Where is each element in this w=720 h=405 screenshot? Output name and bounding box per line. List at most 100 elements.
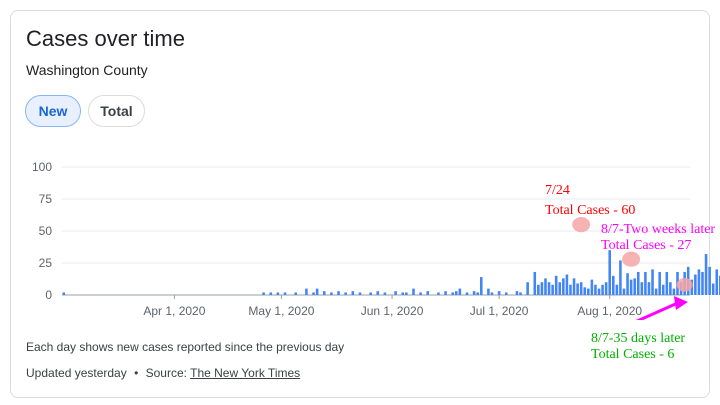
bar[interactable]	[497, 291, 501, 295]
bar[interactable]	[569, 284, 572, 295]
bar[interactable]	[444, 291, 447, 295]
bar[interactable]	[636, 271, 640, 295]
bar[interactable]	[412, 288, 415, 295]
bar[interactable]	[654, 288, 658, 295]
bar[interactable]	[565, 274, 569, 295]
bar[interactable]	[658, 271, 661, 295]
bar[interactable]	[651, 269, 654, 295]
bar[interactable]	[344, 292, 347, 295]
bar[interactable]	[629, 279, 633, 295]
bar[interactable]	[394, 291, 397, 295]
bar[interactable]	[615, 284, 619, 295]
bar[interactable]	[276, 292, 280, 295]
bar[interactable]	[572, 278, 576, 295]
bar[interactable]	[558, 282, 562, 295]
bar[interactable]	[711, 283, 715, 295]
bar[interactable]	[554, 275, 558, 295]
bar[interactable]	[405, 292, 408, 295]
bar[interactable]	[633, 278, 636, 295]
chart-card	[10, 10, 710, 398]
bar[interactable]	[544, 278, 547, 295]
bar[interactable]	[612, 275, 615, 295]
bar[interactable]	[358, 292, 362, 295]
bar[interactable]	[262, 292, 265, 295]
bar[interactable]	[661, 284, 665, 295]
tab-new[interactable]: New	[25, 95, 81, 127]
bar[interactable]	[562, 278, 565, 295]
bar[interactable]	[479, 277, 483, 295]
bar[interactable]	[455, 291, 458, 295]
source-link[interactable]: The New York Times	[190, 366, 301, 380]
bar[interactable]	[472, 291, 476, 295]
bar[interactable]	[337, 291, 340, 295]
bar[interactable]	[537, 284, 540, 295]
bar[interactable]	[619, 260, 622, 295]
bar[interactable]	[315, 288, 319, 295]
bar[interactable]	[451, 292, 454, 295]
bar[interactable]	[487, 288, 490, 295]
bar[interactable]	[490, 292, 494, 295]
bar[interactable]	[597, 288, 601, 295]
bar[interactable]	[694, 274, 697, 295]
bar[interactable]	[644, 271, 647, 295]
bar[interactable]	[708, 266, 711, 295]
bar[interactable]	[604, 282, 608, 295]
bar[interactable]	[376, 291, 380, 295]
bar[interactable]	[576, 283, 579, 295]
bar[interactable]	[458, 288, 462, 295]
bars	[62, 250, 720, 295]
bar[interactable]	[476, 292, 479, 295]
bar[interactable]	[704, 254, 708, 295]
bar[interactable]	[672, 288, 676, 295]
bar[interactable]	[647, 282, 651, 295]
bar[interactable]	[626, 273, 629, 295]
bar[interactable]	[701, 271, 704, 295]
bar[interactable]	[665, 271, 669, 295]
bar[interactable]	[669, 282, 672, 295]
x-tick-label: May 1, 2020	[248, 304, 314, 318]
bar[interactable]	[590, 279, 594, 295]
bar[interactable]	[322, 291, 326, 295]
bar[interactable]	[579, 282, 583, 295]
bar[interactable]	[583, 287, 587, 295]
bar[interactable]	[369, 292, 372, 295]
bar[interactable]	[715, 269, 719, 295]
bar[interactable]	[401, 292, 405, 295]
highlight-late	[676, 277, 693, 292]
bar[interactable]	[465, 292, 469, 295]
bar[interactable]	[419, 292, 422, 295]
annotation-jul24: 7/24 Total Cases - 60	[545, 183, 635, 219]
bar[interactable]	[62, 292, 66, 295]
bar[interactable]	[437, 292, 440, 295]
bar[interactable]	[504, 292, 508, 295]
bar[interactable]	[294, 292, 297, 295]
y-tick-label: 0	[45, 288, 52, 302]
bar[interactable]	[622, 288, 626, 295]
annotation-35-days-line1: 8/7-35 days later	[591, 331, 686, 346]
bar[interactable]	[383, 292, 387, 295]
bar[interactable]	[526, 282, 529, 295]
bar[interactable]	[594, 284, 597, 295]
bar[interactable]	[547, 282, 551, 295]
bar[interactable]	[426, 291, 430, 295]
bar[interactable]	[269, 292, 273, 295]
bar[interactable]	[551, 284, 554, 295]
bar[interactable]	[330, 292, 333, 295]
bar[interactable]	[640, 282, 644, 295]
y-tick-label: 100	[32, 160, 52, 174]
bar[interactable]	[312, 292, 315, 295]
card-title: Cases over time	[26, 26, 185, 51]
x-tick-label: Apr 1, 2020	[143, 304, 205, 318]
bar[interactable]	[697, 269, 701, 295]
bar[interactable]	[587, 288, 590, 295]
bar[interactable]	[540, 282, 544, 295]
bar[interactable]	[533, 271, 537, 295]
tab-total[interactable]: Total	[88, 95, 145, 127]
bar[interactable]	[351, 291, 355, 295]
bar[interactable]	[608, 250, 611, 295]
bar[interactable]	[305, 288, 308, 295]
bar[interactable]	[283, 292, 287, 295]
bar[interactable]	[601, 284, 604, 295]
bar[interactable]	[519, 292, 522, 295]
bar[interactable]	[515, 291, 519, 295]
